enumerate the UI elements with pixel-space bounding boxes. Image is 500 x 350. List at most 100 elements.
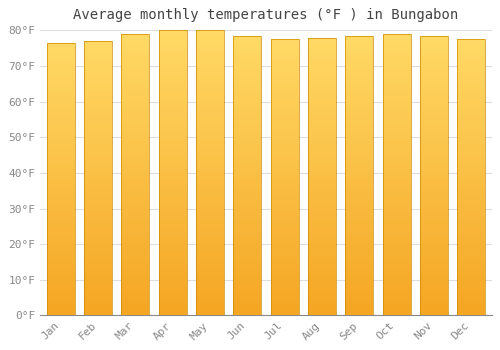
Bar [234,131,262,136]
Bar [122,282,150,287]
Bar [84,178,112,184]
Bar [308,171,336,176]
Bar [46,92,74,97]
Bar [345,299,373,304]
Bar [196,224,224,230]
Bar [46,310,74,315]
Bar [270,310,298,315]
Bar [234,248,262,254]
Bar [270,238,298,244]
Bar [420,103,448,108]
Bar [158,264,186,270]
Bar [234,58,262,64]
Bar [234,187,262,192]
Bar [234,125,262,131]
Bar [457,39,485,45]
Bar [270,39,298,315]
Bar [46,86,74,92]
Bar [420,136,448,142]
Bar [382,282,410,287]
Bar [234,232,262,237]
Bar [158,287,186,293]
Bar [46,108,74,114]
Bar [345,41,373,47]
Bar [234,159,262,164]
Bar [270,56,298,62]
Bar [308,299,336,304]
Bar [122,68,150,74]
Bar [308,293,336,299]
Bar [382,163,410,169]
Bar [46,239,74,245]
Bar [457,293,485,299]
Bar [196,133,224,139]
Bar [382,34,410,315]
Bar [122,141,150,147]
Bar [457,199,485,205]
Bar [382,102,410,107]
Bar [46,76,74,81]
Bar [84,91,112,96]
Bar [196,127,224,133]
Bar [270,244,298,249]
Bar [196,304,224,310]
Bar [122,34,150,40]
Bar [234,148,262,153]
Bar [122,293,150,299]
Bar [420,58,448,64]
Bar [270,133,298,139]
Bar [46,288,74,294]
Bar [270,150,298,155]
Bar [345,164,373,170]
Bar [308,149,336,154]
Bar [420,254,448,259]
Bar [382,107,410,113]
Bar [270,117,298,122]
Bar [308,254,336,260]
Bar [84,211,112,217]
Bar [84,151,112,156]
Bar [196,110,224,116]
Bar [122,56,150,62]
Bar [270,106,298,111]
Bar [270,62,298,67]
Bar [196,178,224,184]
Bar [234,103,262,108]
Bar [270,199,298,205]
Bar [158,53,186,59]
Bar [196,310,224,315]
Bar [382,169,410,175]
Bar [234,153,262,159]
Bar [382,34,410,40]
Bar [308,271,336,277]
Bar [457,62,485,67]
Bar [196,270,224,275]
Bar [158,145,186,150]
Bar [308,76,336,82]
Bar [84,63,112,69]
Bar [308,37,336,315]
Bar [457,227,485,233]
Bar [234,220,262,226]
Bar [345,69,373,75]
Bar [46,125,74,130]
Bar [382,287,410,293]
Bar [420,170,448,176]
Bar [270,67,298,72]
Bar [234,304,262,310]
Bar [270,293,298,299]
Bar [308,232,336,238]
Bar [46,81,74,86]
Bar [345,265,373,271]
Bar [158,184,186,190]
Bar [345,80,373,86]
Bar [122,237,150,242]
Bar [345,86,373,92]
Bar [122,107,150,113]
Bar [382,293,410,299]
Bar [122,40,150,45]
Bar [345,187,373,192]
Bar [158,105,186,110]
Bar [84,79,112,85]
Bar [46,135,74,141]
